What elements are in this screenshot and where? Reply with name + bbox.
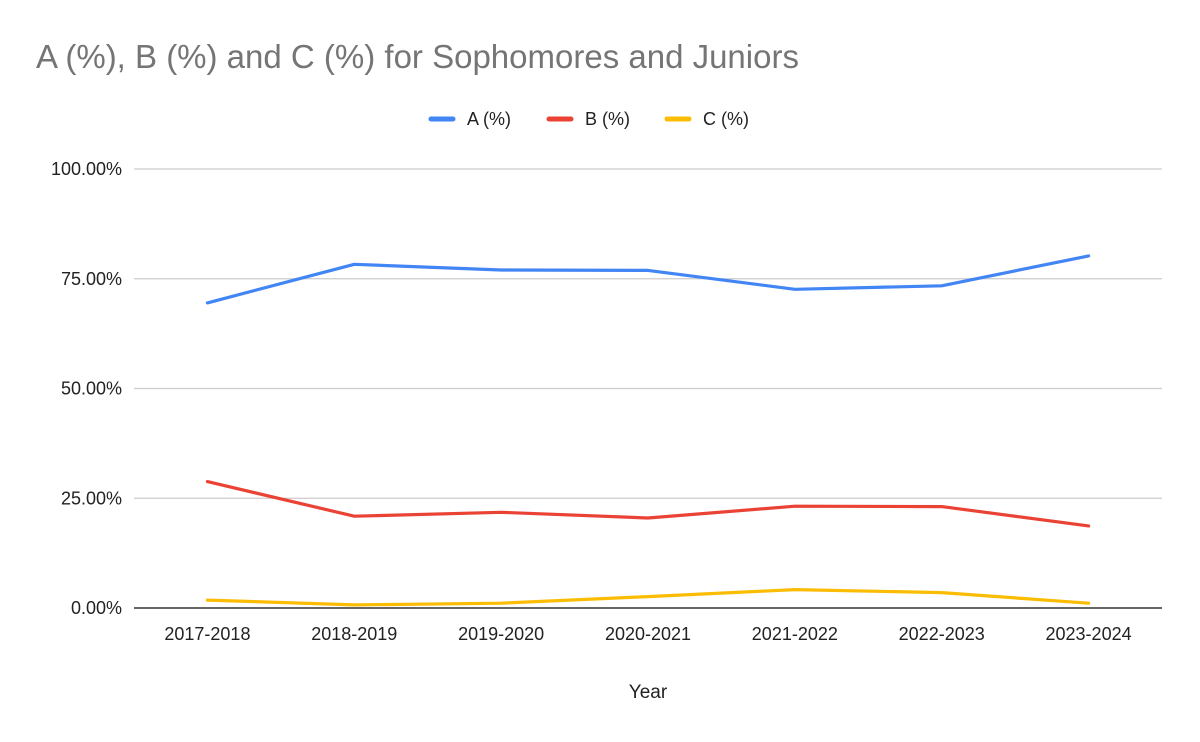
gridlines bbox=[134, 168, 1162, 609]
series-line bbox=[205, 480, 1091, 528]
x-tick-label: 2023-2024 bbox=[1046, 624, 1132, 644]
x-axis-title: Year bbox=[629, 682, 668, 703]
series-line bbox=[205, 254, 1091, 305]
y-tick-label: 50.00% bbox=[61, 379, 122, 399]
chart-title: A (%), B (%) and C (%) for Sophomores an… bbox=[36, 38, 799, 75]
legend-label: A (%) bbox=[467, 109, 511, 129]
series-lines bbox=[205, 254, 1091, 607]
x-axis-ticks: 2017-2018 2018-2019 2019-2020 2020-2021 2021… bbox=[164, 624, 1131, 644]
y-tick-label: 100.00% bbox=[51, 159, 122, 179]
y-tick-label: 75.00% bbox=[61, 269, 122, 289]
x-tick-label: 2022-2023 bbox=[899, 624, 985, 644]
legend-label: B (%) bbox=[585, 109, 630, 129]
legend-label: C (%) bbox=[703, 109, 749, 129]
x-tick-label: 2017-2018 bbox=[164, 624, 250, 644]
x-tick-label: 2021-2022 bbox=[752, 624, 838, 644]
series-line bbox=[205, 587, 1091, 607]
x-tick-label: 2018-2019 bbox=[311, 624, 397, 644]
x-tick-label: 2019-2020 bbox=[458, 624, 544, 644]
y-tick-label: 25.00% bbox=[61, 488, 122, 508]
x-tick-label: 2020-2021 bbox=[605, 624, 691, 644]
y-axis-ticks: 0.00% 25.00% 50.00% 75.00% 100.00% bbox=[51, 159, 122, 618]
legend: A (%) B (%) C (%) bbox=[428, 109, 749, 129]
y-tick-label: 0.00% bbox=[71, 598, 122, 618]
